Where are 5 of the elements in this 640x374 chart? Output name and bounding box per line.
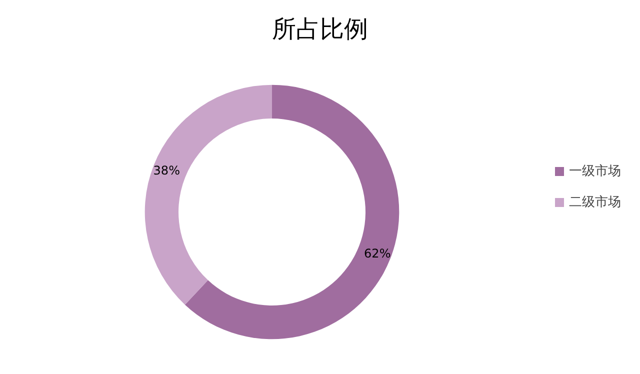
data-label: 38% xyxy=(153,163,180,178)
chart-title: 所占比例 xyxy=(272,15,368,43)
legend-label: 一级市场 xyxy=(569,164,621,179)
data-label: 62% xyxy=(364,246,391,261)
legend-label: 二级市场 xyxy=(569,195,621,210)
